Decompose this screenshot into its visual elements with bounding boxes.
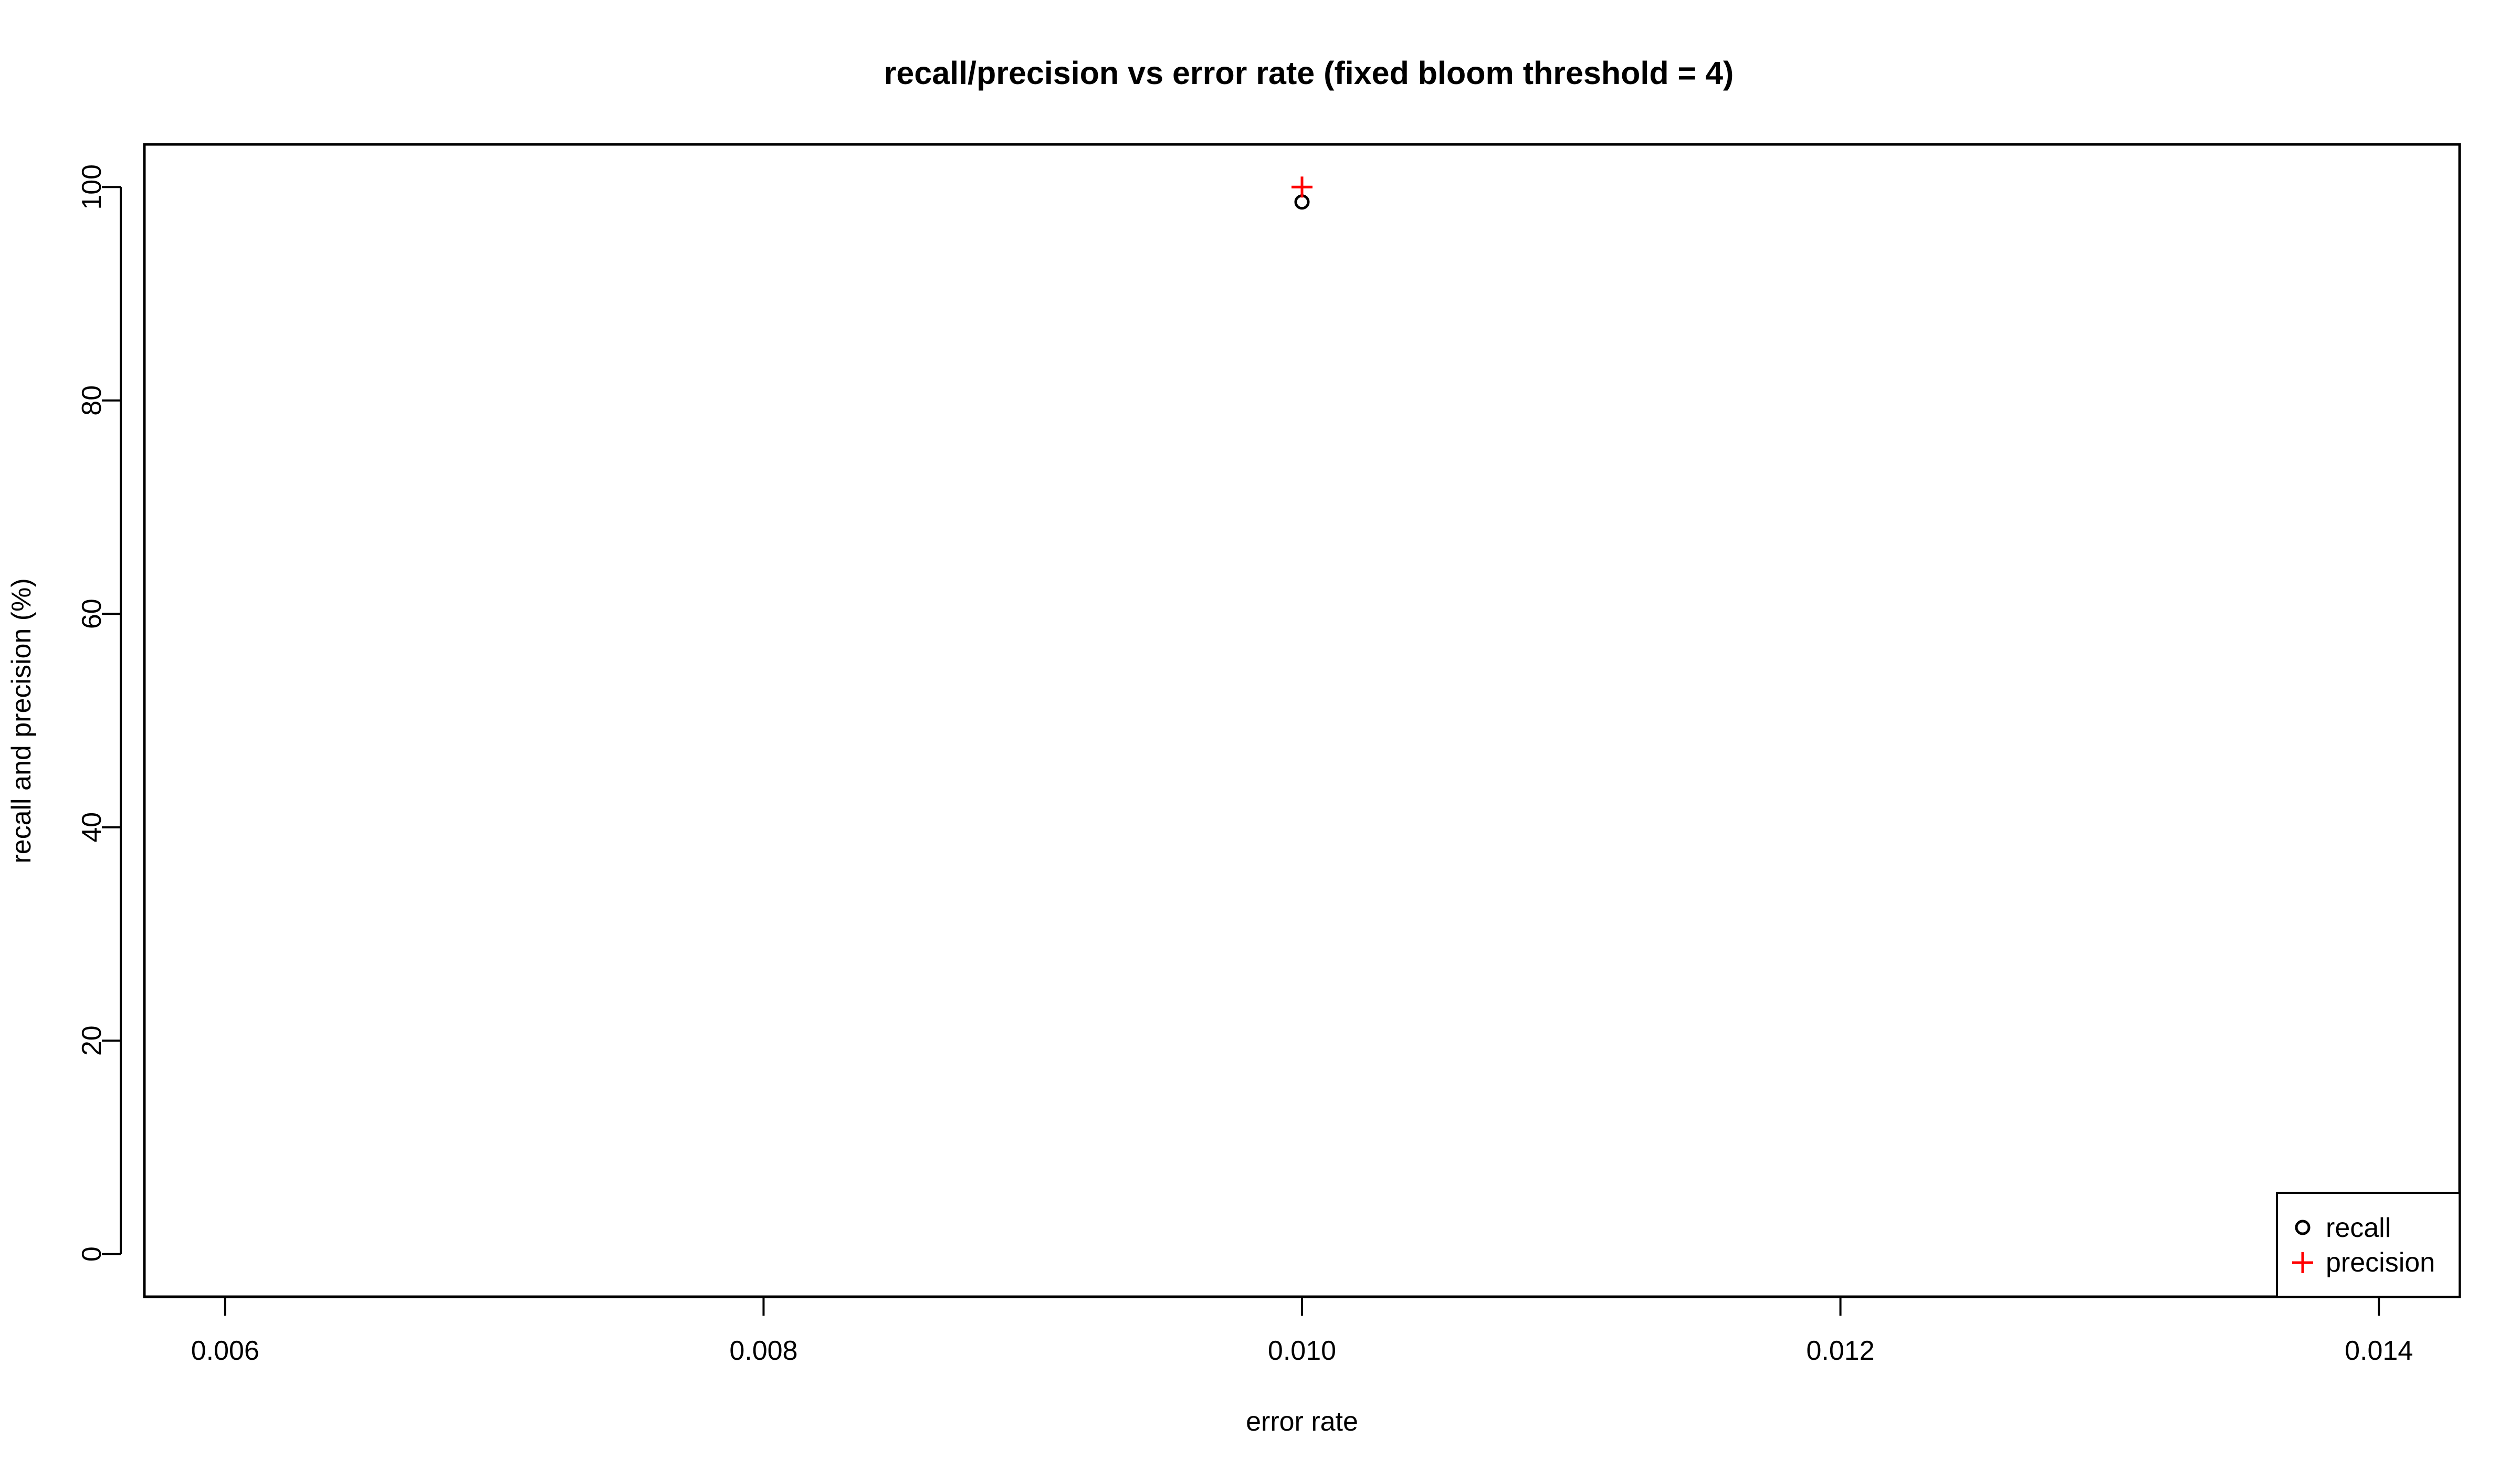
y-tick-label: 0	[77, 1246, 107, 1262]
y-tick-label: 40	[77, 812, 107, 843]
x-axis-label: error rate	[1246, 1406, 1358, 1437]
x-tick-label: 0.010	[1268, 1336, 1336, 1366]
legend-recall-marker	[2295, 1220, 2311, 1235]
legend: recall precision	[2276, 1192, 2461, 1298]
y-tick-label: 80	[77, 385, 107, 416]
legend-precision-marker	[2292, 1252, 2313, 1273]
y-tick-label: 60	[77, 598, 107, 629]
x-tick-label: 0.008	[729, 1336, 797, 1366]
y-axis: 0 20 40 60 80 100	[77, 164, 122, 1262]
y-tick-label: 20	[77, 1025, 107, 1056]
x-tick-label: 0.012	[1807, 1336, 1875, 1366]
y-tick-label: 100	[77, 164, 107, 210]
y-axis-label: recall and precision (%)	[6, 578, 37, 863]
x-axis: 0.006 0.008 0.010 0.012 0.014	[191, 1296, 2413, 1366]
point-precision	[1292, 176, 1312, 198]
legend-box	[2276, 1192, 2461, 1298]
legend-precision-label: precision	[2326, 1247, 2435, 1278]
data-points	[1292, 176, 1312, 210]
legend-recall-label: recall	[2326, 1213, 2391, 1243]
chart-title: recall/precision vs error rate (fixed bl…	[884, 55, 1734, 91]
x-tick-label: 0.014	[2345, 1336, 2413, 1366]
x-tick-label: 0.006	[191, 1336, 259, 1366]
